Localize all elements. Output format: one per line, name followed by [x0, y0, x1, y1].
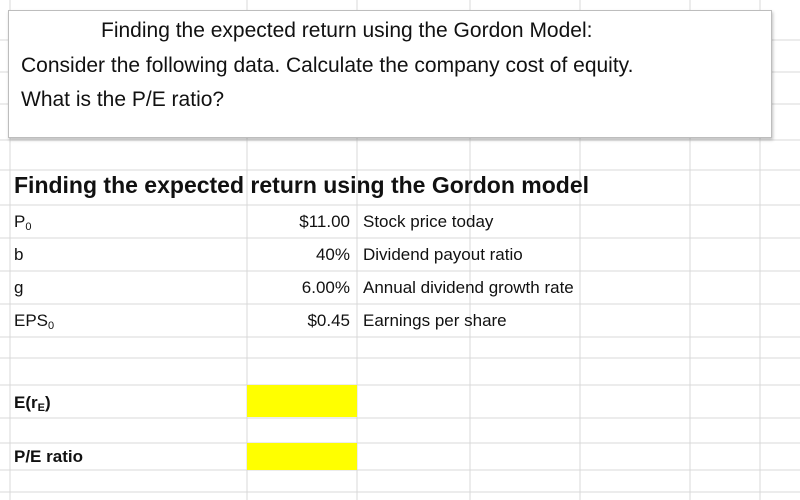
row-label: EPS0 [14, 304, 54, 337]
output-label: P/E ratio [14, 440, 83, 473]
subscript: E [37, 402, 45, 414]
prompt-line: Finding the expected return using the Go… [101, 19, 593, 42]
value: $0.45 [307, 311, 350, 330]
prompt-line: What is the P/E ratio? [21, 88, 225, 111]
output-label: E(rE) [14, 386, 51, 419]
table-title: Finding the expected return using the Go… [14, 172, 590, 198]
value: 6.00% [301, 278, 350, 297]
description: Annual dividend growth rate [363, 278, 574, 297]
row-label: b [14, 238, 23, 271]
label: P [14, 212, 26, 231]
label: EPS [14, 311, 49, 330]
description: Earnings per share [363, 311, 507, 330]
description: Stock price today [363, 212, 494, 231]
prompt-line: Consider the following data. Calculate t… [21, 54, 634, 77]
label: P/E ratio [14, 447, 83, 466]
subscript: 0 [48, 320, 55, 332]
label: ) [44, 393, 51, 412]
value: 40% [315, 245, 350, 264]
description: Dividend payout ratio [363, 245, 523, 264]
subscript: 0 [25, 221, 32, 233]
answer-cell[interactable] [247, 385, 357, 417]
row-label: P0 [14, 205, 31, 238]
value: $11.00 [299, 212, 350, 231]
answer-cell[interactable] [247, 443, 357, 470]
row-label: g [14, 271, 23, 304]
label: b [14, 245, 24, 264]
label: E(r [14, 393, 38, 412]
label: g [14, 278, 24, 297]
text-box: Finding the expected return using the Go… [8, 10, 772, 138]
